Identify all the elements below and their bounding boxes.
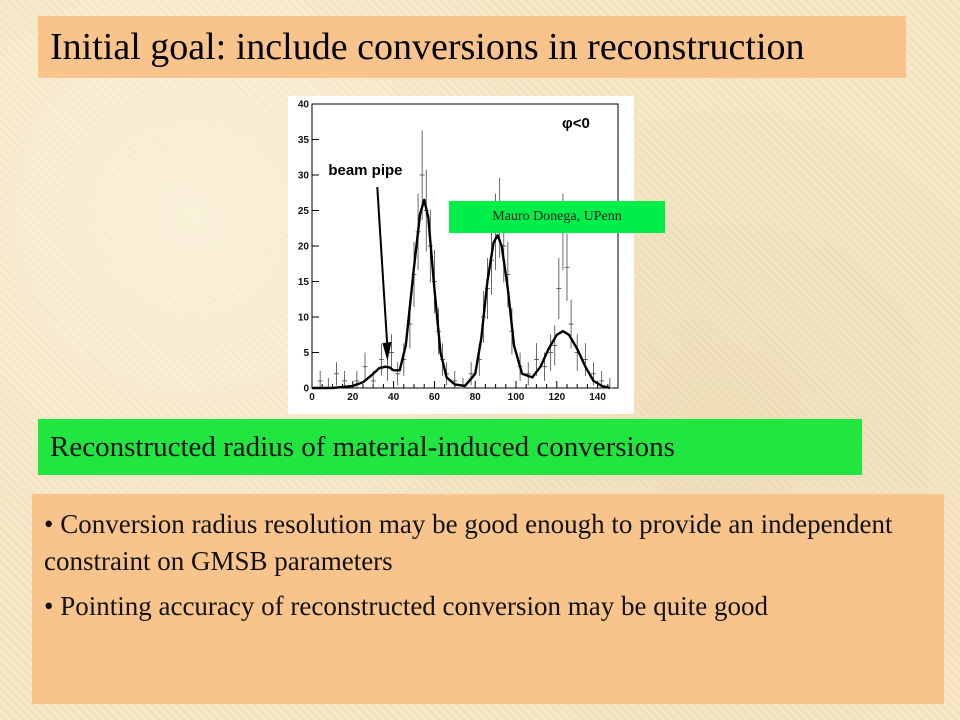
y-tick-label: 0 — [303, 384, 309, 395]
credit-label-box: Mauro Donega, UPenn — [449, 201, 665, 233]
x-tick-label: 60 — [429, 392, 441, 403]
data-point — [334, 362, 339, 386]
histogram-plot: 0 5 10 15 20 25 30 35 40 0 20 40 60 80 100 120 140 φ<0 bea… — [288, 96, 634, 414]
y-tick-label: 15 — [298, 277, 310, 288]
data-point — [389, 334, 395, 371]
caption-text: Reconstructed radius of material-induced… — [50, 430, 675, 463]
data-point — [548, 334, 554, 371]
bullet-item: • Conversion radius resolution may be go… — [44, 509, 893, 576]
y-tick-label: 10 — [298, 313, 310, 324]
x-tick-label: 140 — [589, 392, 606, 403]
data-point — [556, 258, 562, 320]
data-point — [468, 362, 474, 386]
beam-pipe-arrow-line — [376, 187, 389, 350]
y-tick-label: 40 — [298, 100, 310, 111]
data-point — [342, 370, 348, 388]
y-tick-label: 20 — [298, 242, 310, 253]
phi-annotation: φ<0 — [562, 115, 590, 132]
x-tick-label: 0 — [309, 392, 315, 403]
histogram-svg: 0 5 10 15 20 25 30 35 40 0 20 40 60 80 100 120 140 φ<0 bea… — [298, 100, 619, 403]
fit-curve — [312, 198, 611, 390]
bullet-item: • Pointing accuracy of reconstructed con… — [44, 591, 768, 621]
x-tick-label: 20 — [347, 392, 359, 403]
y-tick-label: 30 — [298, 171, 310, 182]
x-tick-label: 40 — [388, 392, 400, 403]
slide-title: Initial goal: include conversions in rec… — [50, 26, 805, 68]
data-point — [582, 343, 588, 376]
data-point — [325, 378, 331, 389]
y-tick-label: 5 — [303, 348, 309, 359]
bullets-box: • Conversion radius resolution may be go… — [32, 494, 944, 704]
x-tick-label: 100 — [508, 392, 525, 403]
x-tick-label: 120 — [548, 392, 565, 403]
y-tick-label: 25 — [298, 206, 310, 217]
x-tick-label: 80 — [470, 392, 482, 403]
beam-pipe-arrow-head — [382, 341, 392, 362]
title-banner: Initial goal: include conversions in rec… — [38, 16, 906, 78]
data-point — [525, 362, 531, 386]
credit-label: Mauro Donega, UPenn — [492, 209, 622, 224]
data-point — [552, 325, 558, 366]
data-point — [395, 362, 401, 386]
beam-pipe-label: beam pipe — [328, 162, 402, 179]
data-point — [317, 370, 323, 388]
y-tick-label: 35 — [298, 135, 310, 146]
data-point — [378, 343, 384, 376]
data-point — [564, 233, 570, 301]
plot-frame — [311, 103, 619, 389]
data-point — [362, 352, 368, 381]
caption-banner: Reconstructed radius of material-induced… — [38, 419, 862, 475]
